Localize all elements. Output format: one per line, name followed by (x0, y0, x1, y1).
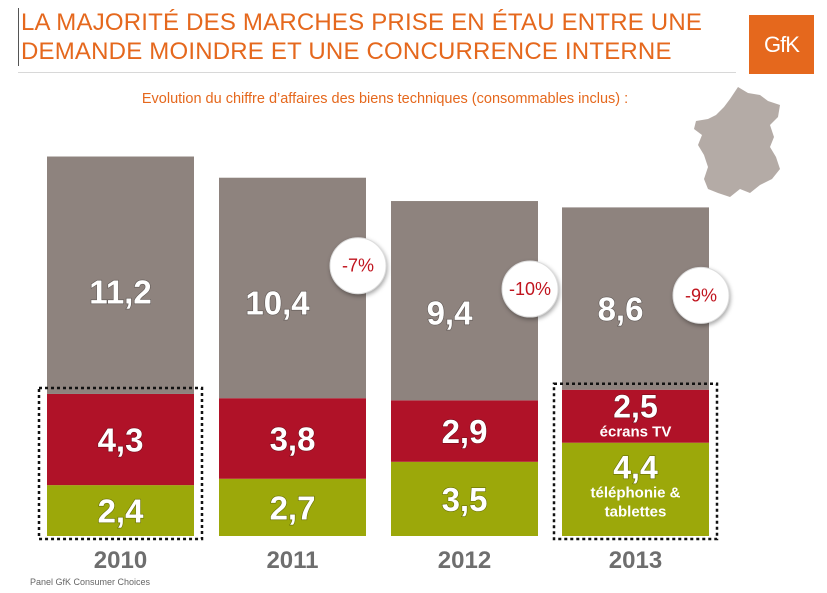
bar-2011-segment-2 (219, 398, 366, 479)
bar-2012-segment-1 (391, 461, 538, 536)
sub-label-2013-segment-1-line-2: tablettes (605, 504, 667, 521)
bar-2013-segment-2 (562, 389, 709, 443)
change-label-2012: -10% (509, 279, 551, 299)
sub-label-2013-segment-2-line-1: écrans TV (600, 424, 672, 441)
value-label-2010-segment-3: 11,2 (89, 274, 151, 311)
title-line-1: LA MAJORITÉ DES MARCHES PRISE EN ÉTAU EN… (21, 9, 703, 36)
value-label-2013-segment-2: 2,5 (613, 389, 657, 425)
value-label-2012-segment-2: 2,9 (442, 413, 488, 450)
value-label-2011-segment-1: 2,7 (270, 489, 316, 526)
value-label-2013-segment-1: 4,4 (613, 450, 658, 486)
bar-2010-segment-1 (47, 485, 194, 536)
title-line-2: DEMANDE MOINDRE ET UNE CONCURRENCE INTER… (21, 38, 672, 65)
bar-2013-segment-1 (562, 442, 709, 536)
change-badge-2012 (501, 260, 559, 318)
change-label-2011: -7% (342, 256, 374, 276)
highlight-box-2010 (37, 386, 204, 541)
value-label-2011-segment-2: 3,8 (270, 420, 316, 457)
france-map-icon (694, 87, 780, 197)
change-badge-2013 (672, 266, 730, 324)
year-label-2011: 2011 (266, 547, 318, 574)
value-label-2013-segment-3: 8,6 (598, 290, 644, 327)
source-note: Panel GfK Consumer Choices (30, 577, 151, 587)
bar-2012-segment-2 (391, 400, 538, 462)
title-divider (18, 72, 736, 73)
value-label-2010-segment-2: 4,3 (98, 422, 144, 459)
value-label-2012-segment-3: 9,4 (427, 295, 474, 332)
page-title: LA MAJORITÉ DES MARCHES PRISE EN ÉTAU EN… (18, 8, 721, 66)
sub-label-2013-segment-1-line-1: téléphonie & (590, 485, 680, 502)
bar-2010-segment-3 (47, 156, 194, 394)
bar-2010-segment-2 (47, 393, 194, 486)
change-label-2013: -9% (685, 285, 717, 305)
value-label-2011-segment-3: 10,4 (245, 284, 310, 321)
highlight-box-2013 (552, 382, 719, 541)
chart-title: Evolution du chiffre d’affaires des bien… (141, 91, 629, 107)
year-label-2012: 2012 (438, 547, 491, 574)
year-label-2013: 2013 (609, 547, 662, 574)
year-label-2010: 2010 (94, 547, 147, 574)
bar-2011-segment-1 (219, 478, 366, 536)
value-label-2012-segment-1: 3,5 (442, 481, 488, 518)
value-label-2010-segment-1: 2,4 (98, 493, 145, 530)
gfk-logo: GfK (749, 15, 814, 74)
change-badge-2011 (329, 237, 387, 295)
